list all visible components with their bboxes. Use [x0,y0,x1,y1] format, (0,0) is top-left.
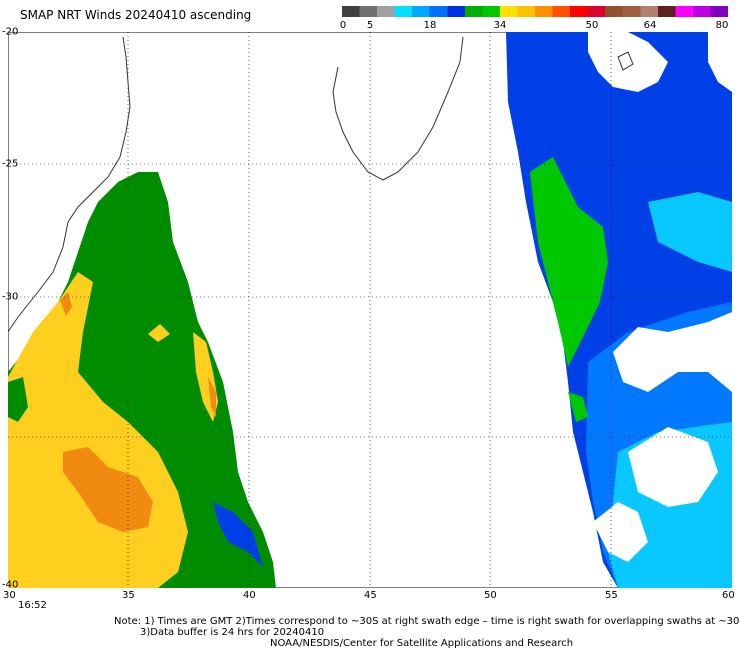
x-tick-30: 30 [3,590,16,601]
x-tick-60: 60 [722,590,735,601]
patch-orange-east [208,377,216,417]
patch-yellow-dot [148,324,170,342]
patch-green-small [568,392,588,422]
color-scale-bar [342,6,728,17]
swath-right-cyan-ne [648,192,732,272]
gap-southwest [593,502,648,562]
gap-east-1 [708,32,732,92]
coast-madagascar [332,36,464,181]
scale-tick-1: 5 [366,20,374,31]
wind-map [8,32,732,588]
y-tick-minus40: -40 [2,579,19,591]
coast-africa [8,36,131,333]
x-tick-45: 45 [364,590,377,601]
scale-tick-6: 80 [715,20,729,31]
scale-tick-2: 18 [423,20,437,31]
coast-island [617,51,634,71]
note-line-2: 3)Data buffer is 24 hrs for 20240410 [140,627,325,638]
gap-mid [613,312,732,392]
y-tick-minus25: -25 [2,158,19,170]
scale-tick-4: 50 [585,20,599,31]
x-tick-55: 55 [605,590,618,601]
scale-tick-5: 64 [643,20,657,31]
patch-orange-small [60,292,72,316]
scale-tick-0: 0 [339,20,347,31]
scale-tick-3: 34 [493,20,507,31]
patch-green-left-edge [8,377,28,422]
gap-north [588,32,668,92]
x-tick-50: 50 [484,590,497,601]
pass-time: 16:52 [18,600,47,611]
gap-south [628,427,718,507]
note-line-3: NOAA/NESDIS/Center for Satellite Applica… [270,638,574,649]
x-tick-35: 35 [122,590,135,601]
coastlines [8,36,634,333]
patch-blue-left [213,502,263,567]
patch-orange-center [63,447,153,532]
gridlines [8,32,732,588]
note-line-1: Note: 1) Times are GMT 2)Times correspon… [114,616,740,627]
swath-right-green [530,157,608,367]
x-tick-40: 40 [243,590,256,601]
y-tick-minus30: -30 [2,291,19,303]
y-tick-minus20: -20 [2,26,19,38]
map-title: SMAP NRT Winds 20240410 ascending [20,8,252,22]
